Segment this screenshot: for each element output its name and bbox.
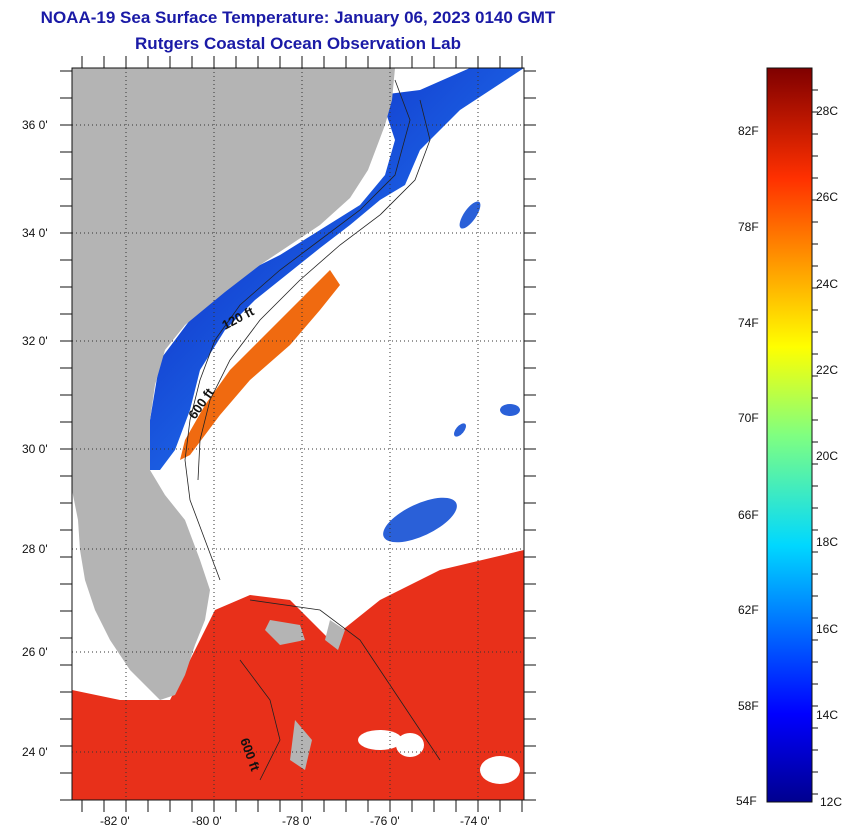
- axis-ticks: [60, 56, 536, 812]
- lon-label: -78 0': [282, 814, 312, 828]
- longitude-labels: -82 0' -80 0' -78 0' -76 0' -74 0': [100, 814, 490, 828]
- gulf-stream-warm: [180, 270, 340, 460]
- lon-label: -82 0': [100, 814, 130, 828]
- colorbar-gradient: [766, 67, 813, 803]
- lat-label: 32 0': [22, 334, 48, 348]
- cold-patches: [383, 201, 520, 543]
- map-frame: [71, 67, 525, 801]
- colorbar-c-label: 18C: [816, 535, 839, 549]
- colorbar-f-label: 58F: [738, 699, 759, 713]
- lat-label: 24 0': [22, 745, 48, 759]
- colorbar-c-label: 24C: [816, 277, 839, 291]
- map-field: [72, 68, 524, 800]
- grid-lines: [72, 68, 524, 800]
- chart-subtitle: Rutgers Coastal Ocean Observation Lab: [135, 34, 461, 53]
- lat-label: 28 0': [22, 542, 48, 556]
- lat-label: 26 0': [22, 645, 48, 659]
- colorbar-f-label: 54F: [736, 794, 757, 808]
- colorbar-c-label: 28C: [816, 104, 839, 118]
- colorbar-f-label: 66F: [738, 508, 759, 522]
- colorbar: [766, 67, 818, 803]
- colorbar-f-label: 62F: [738, 603, 759, 617]
- colorbar-f-label: 70F: [738, 411, 759, 425]
- lat-label: 34 0': [22, 226, 48, 240]
- land-us-coast: [72, 68, 395, 700]
- colorbar-ticks: [812, 89, 818, 795]
- lon-label: -76 0': [370, 814, 400, 828]
- colorbar-c-label: 14C: [816, 708, 839, 722]
- bathymetry-contours: [184, 79, 441, 781]
- lon-label: -74 0': [460, 814, 490, 828]
- colorbar-f-label: 82F: [738, 124, 759, 138]
- colorbar-f-label: 74F: [738, 316, 759, 330]
- latitude-labels: 36 0' 34 0' 32 0' 30 0' 28 0' 26 0' 24 0…: [22, 118, 48, 759]
- colorbar-c-label: 16C: [816, 622, 839, 636]
- lat-label: 36 0': [22, 118, 48, 132]
- lat-label: 30 0': [22, 442, 48, 456]
- colorbar-c-label: 20C: [816, 449, 839, 463]
- colorbar-f-label: 78F: [738, 220, 759, 234]
- chart-title: NOAA-19 Sea Surface Temperature: January…: [40, 8, 556, 27]
- islands: [265, 620, 345, 770]
- lon-label: -80 0': [192, 814, 222, 828]
- colorbar-c-label: 22C: [816, 363, 839, 377]
- cloud-patches: [72, 632, 520, 784]
- colorbar-c-label: 12C: [820, 795, 843, 809]
- colorbar-c-label: 26C: [816, 190, 839, 204]
